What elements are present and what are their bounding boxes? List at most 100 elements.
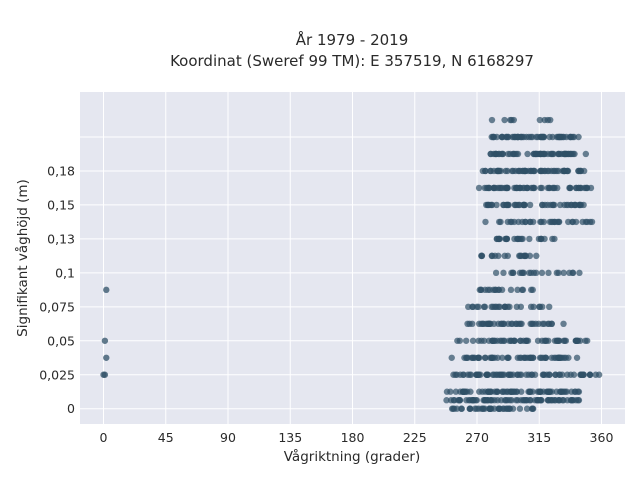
data-point: [469, 337, 477, 344]
data-point: [546, 218, 554, 226]
data-point: [477, 371, 484, 378]
data-point: [487, 397, 494, 404]
data-point: [586, 371, 594, 378]
data-point: [490, 286, 497, 294]
data-point: [496, 405, 504, 412]
data-point: [462, 337, 470, 344]
data-points: [100, 116, 603, 412]
data-point: [494, 397, 501, 404]
data-point: [457, 388, 464, 395]
data-point: [498, 184, 506, 192]
chart-subtitle: Koordinat (Sweref 99 TM): E 357519, N 61…: [170, 52, 534, 70]
data-point: [530, 269, 538, 277]
data-point: [571, 201, 579, 209]
data-point: [526, 235, 533, 243]
data-point: [567, 184, 574, 192]
x-tick-label: 45: [158, 430, 174, 445]
data-point: [545, 269, 552, 277]
data-point: [483, 371, 491, 378]
x-tick-label: 90: [220, 430, 236, 445]
data-point: [506, 405, 513, 412]
data-point: [481, 397, 488, 404]
data-point: [482, 218, 489, 226]
data-point: [569, 218, 576, 226]
data-point: [576, 269, 583, 277]
data-point: [523, 371, 530, 378]
data-point: [504, 252, 512, 260]
data-point: [521, 201, 528, 209]
data-point: [482, 167, 489, 175]
data-point: [582, 337, 589, 344]
data-point: [564, 371, 571, 378]
y-tick-label: 0,05: [47, 333, 75, 348]
data-point: [548, 167, 555, 175]
data-point: [526, 252, 534, 260]
data-point: [484, 286, 492, 294]
data-point: [505, 150, 512, 158]
data-point: [514, 286, 521, 294]
data-point: [473, 397, 481, 404]
data-point: [539, 320, 546, 328]
data-point: [503, 388, 511, 395]
data-point: [511, 150, 518, 158]
data-point: [476, 354, 483, 361]
data-point: [500, 269, 507, 277]
data-point: [528, 405, 536, 412]
data-point: [489, 133, 497, 141]
y-tick-label: 0,13: [47, 231, 75, 246]
data-point: [478, 252, 486, 260]
data-point: [508, 397, 515, 404]
data-point: [498, 133, 505, 141]
data-point: [477, 286, 485, 294]
data-point: [576, 201, 584, 209]
data-point: [555, 354, 563, 361]
data-point: [499, 354, 506, 361]
data-point: [575, 133, 582, 141]
data-point: [571, 150, 578, 158]
x-tick-label: 360: [590, 430, 614, 445]
data-point: [488, 388, 495, 395]
data-point: [527, 397, 534, 404]
data-point: [493, 235, 501, 243]
data-point: [529, 388, 536, 395]
data-point: [560, 269, 567, 277]
data-point: [523, 337, 530, 344]
data-point: [526, 269, 533, 277]
data-point: [529, 354, 537, 361]
data-point: [537, 397, 545, 404]
data-point: [475, 405, 482, 412]
data-point: [551, 235, 558, 243]
data-point: [556, 371, 564, 378]
tick-labels: 0 45 90 135 180 225 270 315 360 0 0,025 0,05 0,075 0,…: [39, 163, 613, 445]
data-point: [489, 303, 497, 311]
data-point: [517, 252, 524, 260]
data-point: [517, 320, 524, 328]
data-point: [538, 218, 545, 226]
data-point: [522, 397, 529, 404]
data-point: [469, 303, 476, 311]
data-point: [484, 201, 492, 209]
data-point: [468, 354, 476, 361]
data-point: [518, 286, 526, 294]
data-point: [556, 201, 564, 209]
x-tick-label: 315: [527, 430, 551, 445]
data-point: [510, 269, 517, 277]
data-point: [560, 337, 568, 344]
data-point: [469, 320, 476, 328]
data-point: [467, 371, 475, 378]
x-tick-label: 180: [341, 430, 365, 445]
data-point: [527, 286, 535, 294]
data-point: [553, 337, 561, 344]
data-point: [493, 201, 500, 209]
data-point: [456, 337, 464, 344]
data-point: [548, 320, 555, 328]
data-point: [573, 354, 581, 361]
data-point: [478, 337, 485, 344]
data-point: [577, 337, 584, 344]
data-point: [499, 371, 506, 378]
data-point: [530, 167, 538, 175]
data-point: [103, 354, 110, 361]
y-tick-label: 0,18: [47, 163, 75, 178]
data-point: [560, 167, 568, 175]
data-point: [504, 201, 512, 209]
